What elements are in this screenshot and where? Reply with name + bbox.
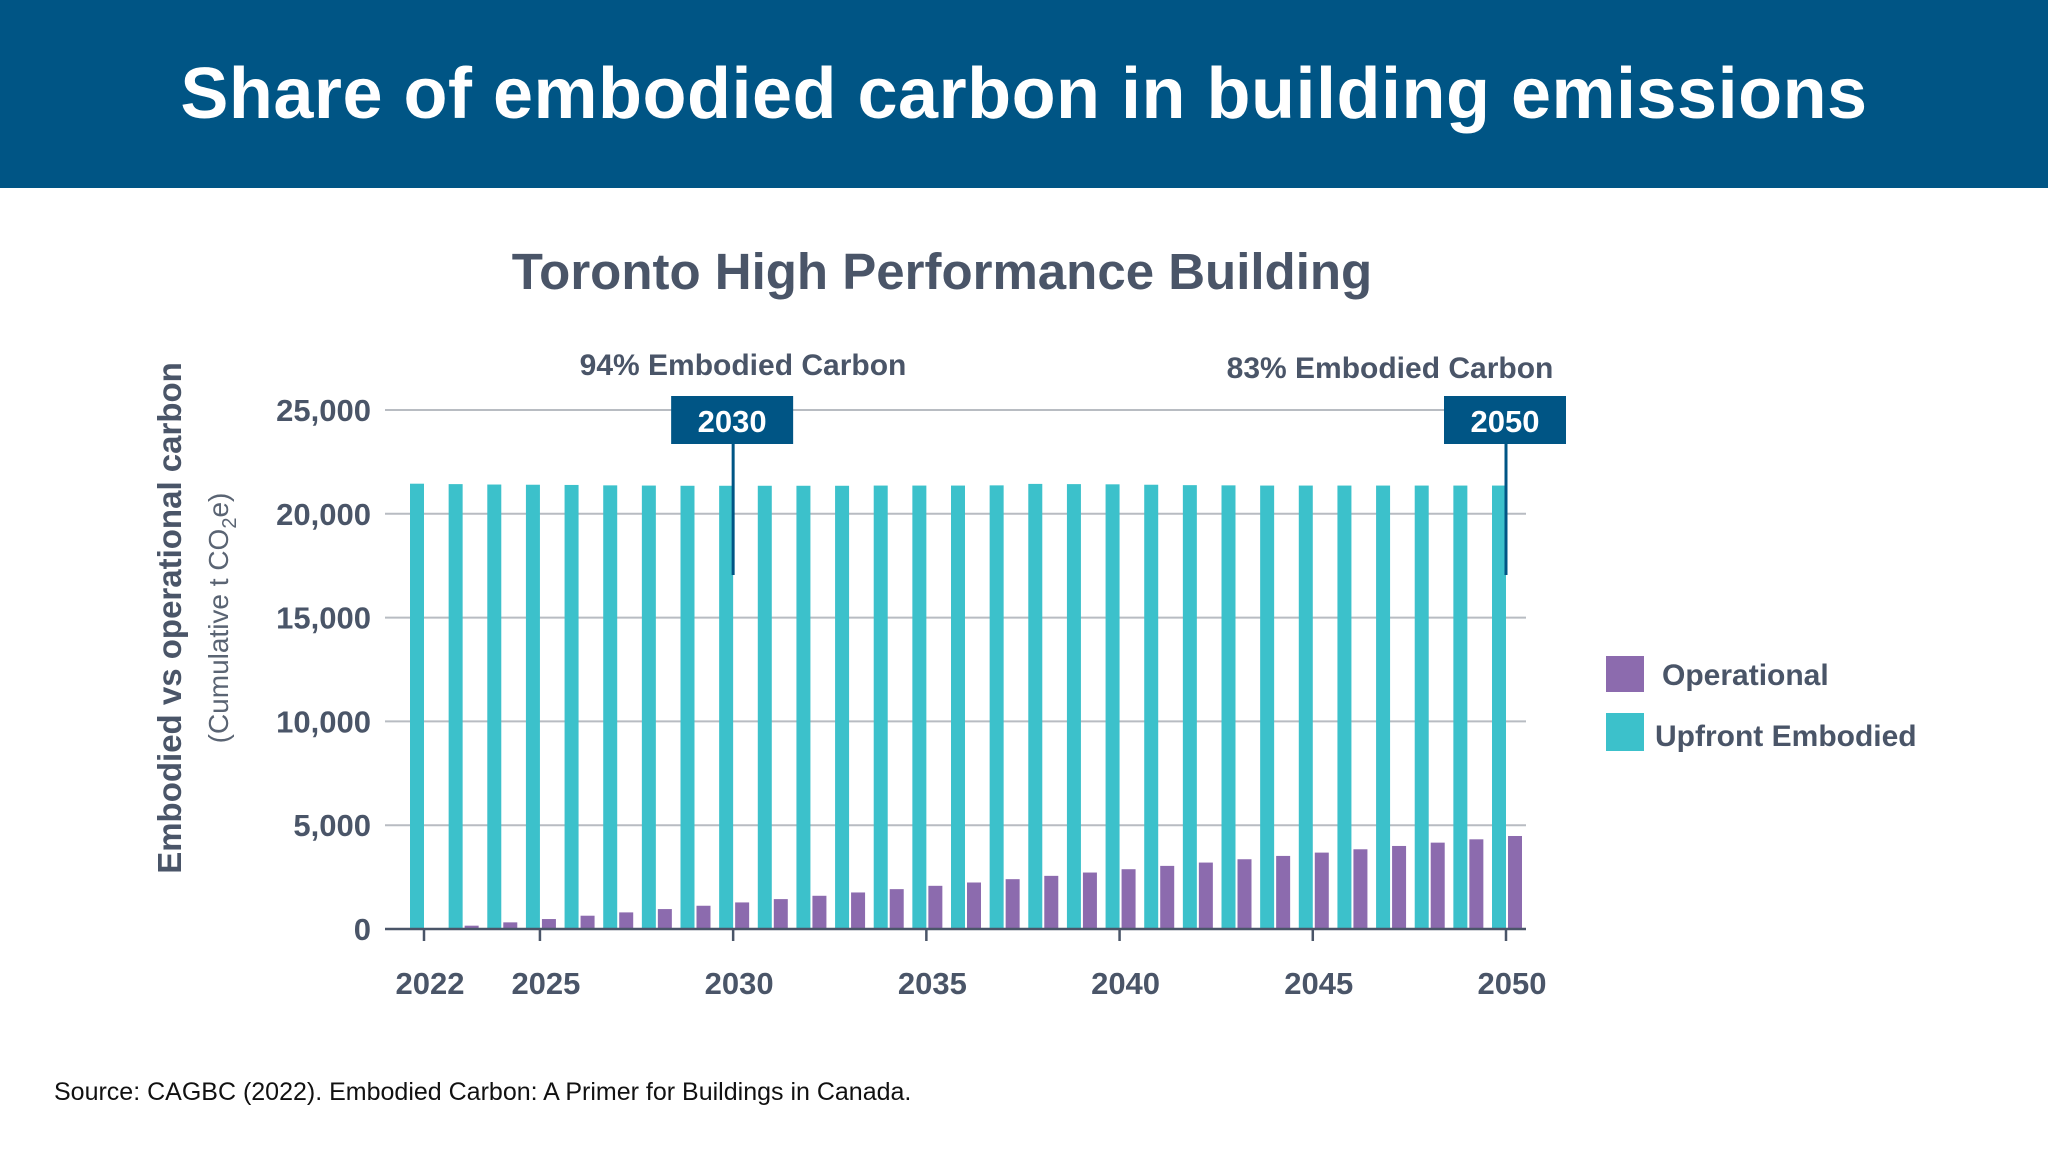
legend-swatch-upfront-embodied bbox=[1606, 713, 1644, 751]
bar-upfront-embodied bbox=[1337, 485, 1352, 929]
bar-upfront-embodied bbox=[641, 485, 656, 929]
bar-upfront-embodied bbox=[1492, 485, 1506, 929]
bar-operational bbox=[1237, 859, 1252, 929]
source-note: Source: CAGBC (2022). Embodied Carbon: A… bbox=[54, 1078, 912, 1106]
bar-upfront-embodied bbox=[1144, 484, 1159, 929]
y-tick-label: 10,000 bbox=[276, 704, 371, 739]
y-axis-sublabel-tail: e) bbox=[203, 493, 234, 518]
bar-operational bbox=[657, 909, 672, 929]
bar-operational bbox=[696, 905, 711, 929]
legend-label-upfront-embodied: Upfront Embodied bbox=[1655, 720, 1917, 753]
x-tick-label: 2030 bbox=[705, 966, 774, 1001]
annotation-year-box bbox=[671, 396, 794, 444]
bar-upfront-embodied bbox=[1260, 485, 1275, 929]
y-axis-label: Embodied vs operational carbon bbox=[151, 362, 188, 874]
bar-upfront-embodied bbox=[1028, 483, 1043, 929]
bar-operational bbox=[464, 925, 479, 929]
bar-upfront-embodied bbox=[564, 484, 579, 929]
bar-operational bbox=[1160, 865, 1175, 929]
y-tick-label: 5,000 bbox=[293, 808, 371, 843]
bar-operational bbox=[1353, 849, 1368, 929]
bar-upfront-embodied bbox=[757, 485, 772, 929]
y-tick-label: 25,000 bbox=[276, 393, 371, 428]
bar-upfront-embodied bbox=[448, 484, 463, 929]
x-tick-label: 2040 bbox=[1091, 966, 1160, 1001]
bar-operational bbox=[928, 885, 943, 929]
bar-operational bbox=[1121, 869, 1136, 929]
legend: Operational Upfront Embodied bbox=[1606, 656, 1917, 753]
bar-upfront-embodied bbox=[989, 485, 1004, 929]
x-tick-label: 2050 bbox=[1478, 966, 1547, 1001]
bar-upfront-embodied bbox=[1414, 485, 1429, 929]
bar-operational bbox=[1469, 839, 1484, 929]
page-title: Share of embodied carbon in building emi… bbox=[180, 54, 1868, 134]
x-tick-label: 2022 bbox=[396, 966, 465, 1001]
legend-label-operational: Operational bbox=[1662, 659, 1829, 692]
x-tick-label: 2045 bbox=[1284, 966, 1353, 1001]
bar-operational bbox=[967, 882, 981, 929]
bar-operational bbox=[1392, 845, 1407, 929]
bar-operational bbox=[735, 902, 750, 929]
y-tick-label: 20,000 bbox=[276, 497, 371, 532]
x-tick-label: 2025 bbox=[511, 966, 580, 1001]
x-tick-label: 2035 bbox=[898, 966, 967, 1001]
bar-upfront-embodied bbox=[1298, 485, 1313, 929]
bar-operational bbox=[812, 895, 827, 929]
bar-operational bbox=[1005, 879, 1020, 929]
bar-upfront-embodied bbox=[796, 485, 811, 929]
y-tick-label: 15,000 bbox=[276, 601, 371, 636]
bar-upfront-embodied bbox=[1376, 485, 1391, 929]
bar-upfront-embodied bbox=[603, 485, 618, 929]
annotation-year-label: 2050 bbox=[1471, 404, 1540, 439]
y-axis-sublabel: (Cumulative t CO2e) bbox=[203, 493, 241, 744]
bar-upfront-embodied bbox=[873, 485, 888, 929]
title-banner: Share of embodied carbon in building emi… bbox=[0, 0, 2048, 188]
annotations: 94% Embodied Carbon 2030 83% Embodied Carb… bbox=[580, 349, 1566, 575]
bar-operational bbox=[1276, 855, 1291, 929]
bar-upfront-embodied bbox=[1066, 484, 1081, 929]
annotation-year-box bbox=[1444, 396, 1566, 444]
bar-upfront-embodied bbox=[1182, 485, 1197, 929]
bar-operational bbox=[1044, 875, 1059, 929]
bar-operational bbox=[503, 922, 518, 929]
bar-upfront-embodied bbox=[719, 485, 734, 929]
bar-operational bbox=[1082, 872, 1097, 929]
bar-operational bbox=[889, 889, 904, 929]
axes: 0 5,000 10,000 15,000 20,000 25,000 2022 2025 20… bbox=[276, 393, 1546, 1001]
bar-upfront-embodied bbox=[1453, 485, 1468, 929]
bar-upfront-embodied bbox=[912, 485, 927, 929]
bar-upfront-embodied bbox=[1221, 485, 1236, 929]
legend-swatch-operational bbox=[1606, 656, 1644, 692]
y-axis-sublabel-subscript: 2 bbox=[219, 518, 241, 529]
bar-operational bbox=[1314, 852, 1329, 929]
bar-operational bbox=[619, 912, 634, 929]
bar-operational bbox=[580, 915, 595, 929]
bar-upfront-embodied bbox=[410, 483, 424, 929]
bar-operational bbox=[773, 899, 788, 929]
annotation-year-label: 2030 bbox=[698, 404, 767, 439]
y-tick-label: 0 bbox=[354, 912, 371, 947]
bar-operational bbox=[541, 919, 556, 929]
bar-upfront-embodied bbox=[680, 485, 695, 929]
bar-operational bbox=[1430, 842, 1445, 929]
bar-upfront-embodied bbox=[951, 485, 965, 929]
bar-upfront-embodied bbox=[1105, 484, 1120, 929]
annotation-text: 83% Embodied Carbon bbox=[1227, 352, 1554, 385]
bar-upfront-embodied bbox=[487, 484, 502, 929]
bar-upfront-embodied bbox=[835, 485, 850, 929]
bar-operational bbox=[1508, 835, 1522, 929]
bar-upfront-embodied bbox=[525, 484, 540, 929]
bar-operational bbox=[851, 892, 866, 929]
annotation-text: 94% Embodied Carbon bbox=[580, 349, 907, 382]
bar-operational bbox=[1198, 862, 1213, 929]
chart-title: Toronto High Performance Building bbox=[511, 243, 1373, 300]
bars bbox=[410, 483, 1522, 929]
y-axis-sublabel-main: (Cumulative t CO bbox=[203, 529, 234, 744]
